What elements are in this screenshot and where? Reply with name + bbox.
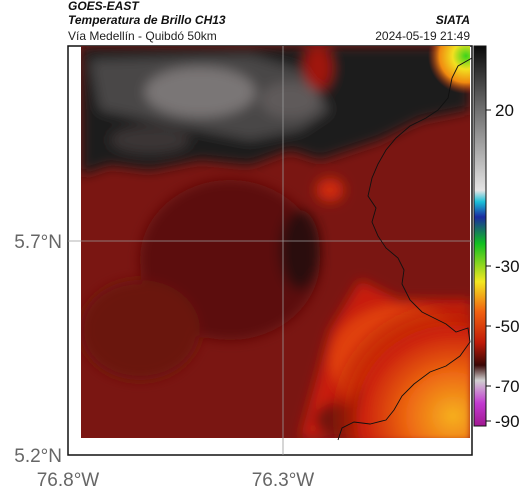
lon-tick-label: 76.8°W bbox=[37, 470, 100, 491]
product-title: Temperatura de Brillo CH13 bbox=[68, 13, 226, 27]
brightness-temperature-field bbox=[81, 46, 470, 438]
timestamp-label: 2024-05-19 21:49 bbox=[375, 29, 470, 43]
axis-labels: 76.8°W 76.3°W 5.7°N 5.2°N bbox=[14, 232, 314, 491]
colorbar-tick-label: -70 bbox=[495, 377, 520, 396]
colorbar-ticks: 20 -30 -50 -70 -90 bbox=[486, 101, 520, 431]
region-label: Vía Medellín - Quibdó 50km bbox=[68, 29, 217, 43]
colorbar bbox=[473, 45, 487, 427]
lat-tick-label: 5.7°N bbox=[14, 232, 62, 253]
lon-tick-label: 76.3°W bbox=[252, 470, 315, 491]
department-border bbox=[337, 57, 473, 441]
colorbar-tick-label: 20 bbox=[495, 101, 514, 120]
colorbar-tick-label: -90 bbox=[495, 412, 520, 431]
lat-tick-label: 5.2°N bbox=[14, 446, 62, 467]
colorbar-tick-label: -50 bbox=[495, 317, 520, 336]
colorbar-tick-label: -30 bbox=[495, 257, 520, 276]
satellite-name: GOES-EAST bbox=[68, 0, 139, 13]
source-label: SIATA bbox=[435, 13, 470, 27]
